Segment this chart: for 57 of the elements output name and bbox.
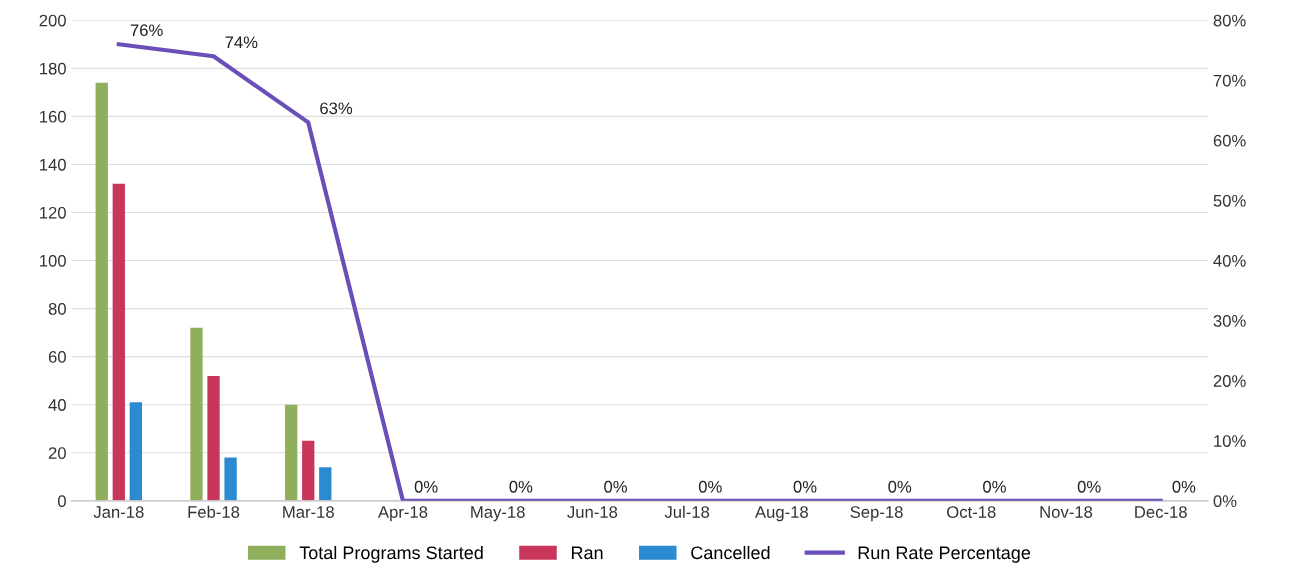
- data-label: 0%: [698, 480, 722, 493]
- legend-label: Total Programs Started: [299, 545, 483, 563]
- y-tick-label: 80: [48, 303, 66, 315]
- bar: [302, 440, 315, 501]
- x-tick-label: Sep-18: [850, 506, 903, 522]
- data-label: 76%: [130, 24, 163, 37]
- y2-tick-label: 0%: [1213, 495, 1237, 508]
- y2-tick-label: 50%: [1213, 194, 1246, 207]
- y2-tick-label: 80%: [1213, 14, 1246, 27]
- bar: [319, 467, 332, 501]
- bar: [95, 82, 108, 501]
- y2-tick-label: 10%: [1214, 435, 1246, 447]
- legend-label: Ran: [571, 546, 603, 560]
- y2-tick-label: 40%: [1213, 254, 1246, 267]
- x-tick-label: Mar-18: [283, 506, 334, 518]
- y-tick-label: 60: [48, 351, 66, 363]
- bar: [112, 183, 125, 501]
- data-label: 0%: [1077, 480, 1101, 493]
- x-tick-label: Apr-18: [377, 506, 428, 522]
- y-tick-label: 0: [57, 495, 66, 508]
- y2-tick-label: 60%: [1213, 134, 1246, 147]
- y2-tick-label: 70%: [1213, 74, 1246, 87]
- data-label: 0%: [414, 480, 438, 493]
- x-tick-label: Oct-18: [947, 506, 996, 518]
- y-tick-label: 120: [40, 206, 66, 219]
- bar: [207, 375, 220, 501]
- bar: [129, 402, 143, 501]
- y-tick-label: 100: [40, 254, 66, 267]
- data-label: 0%: [888, 480, 912, 493]
- x-tick-label: Jun-18: [567, 506, 618, 518]
- data-label: 0%: [983, 480, 1006, 493]
- y-tick-label: 20: [48, 447, 66, 459]
- data-label: 0%: [509, 480, 533, 493]
- x-tick-label: Feb-18: [188, 505, 240, 518]
- x-tick-label: May-18: [471, 506, 525, 522]
- bar: [224, 457, 237, 501]
- x-tick-label: Jan-18: [93, 506, 144, 518]
- y-tick-label: 40: [48, 399, 66, 411]
- x-tick-label: Dec-18: [1135, 506, 1187, 518]
- y-tick-label: 200: [39, 14, 66, 27]
- bar: [190, 327, 203, 501]
- y-tick-label: 140: [40, 158, 66, 171]
- y-tick-label: 180: [40, 62, 66, 75]
- data-label: 0%: [604, 480, 628, 493]
- data-label: 74%: [225, 36, 258, 49]
- legend-label: Cancelled: [691, 545, 770, 560]
- bar: [285, 404, 298, 501]
- y2-tick-label: 30%: [1213, 315, 1246, 327]
- data-label: 63%: [320, 102, 353, 115]
- y-tick-label: 160: [40, 110, 66, 123]
- x-tick-label: Aug-18: [755, 506, 808, 522]
- y2-tick-label: 20%: [1213, 375, 1246, 387]
- data-label: 0%: [793, 480, 817, 493]
- data-label: 0%: [1172, 480, 1196, 493]
- x-tick-label: Nov-18: [1040, 506, 1093, 518]
- x-tick-label: Jul-18: [664, 505, 710, 518]
- legend-label: Run Rate Percentage: [858, 546, 1031, 563]
